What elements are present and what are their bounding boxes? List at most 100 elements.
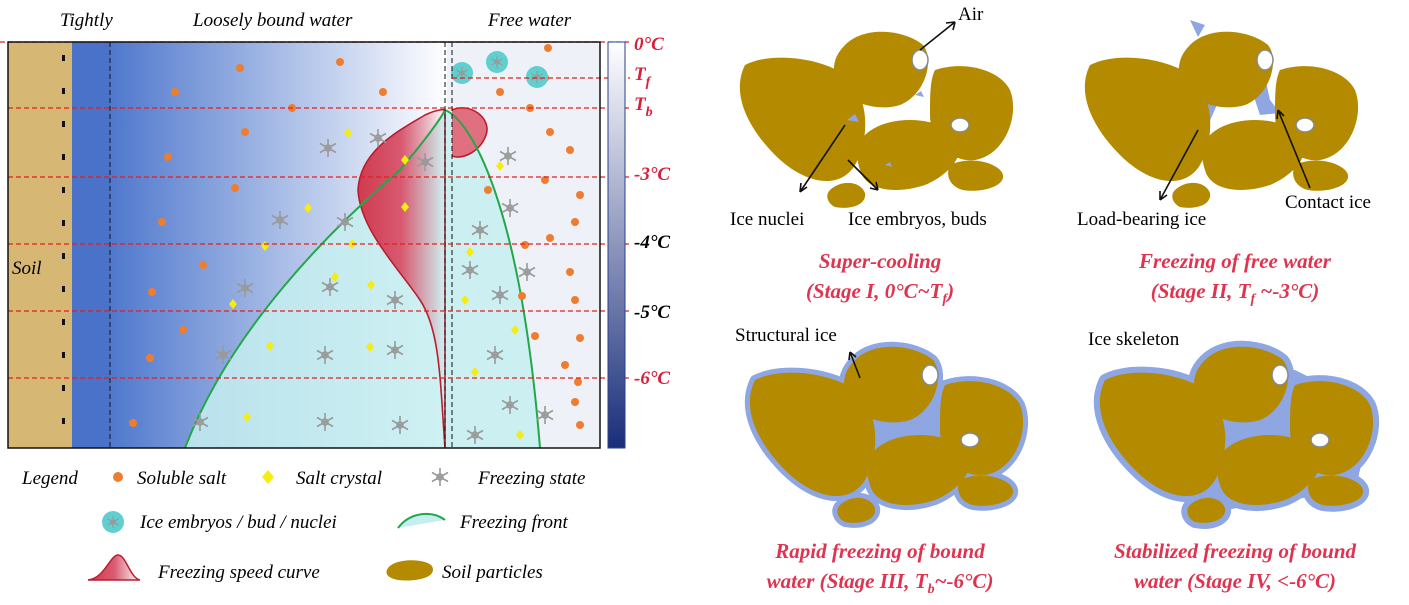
particles-layer	[62, 44, 584, 445]
soluble-salt	[379, 88, 387, 96]
stage-title: Stabilized freezing of bound	[1114, 539, 1357, 563]
stage-2-particles	[1084, 20, 1359, 208]
soil-tick	[62, 319, 65, 325]
subtitle-part: water (Stage III, T	[767, 569, 929, 593]
freezing-front	[184, 108, 541, 449]
soluble-salt	[576, 191, 584, 199]
profile	[0, 41, 630, 449]
temp-label: Tf	[634, 64, 652, 90]
soluble-salt	[574, 378, 582, 386]
stage-1-arrows	[799, 21, 956, 193]
stage-2-arrows	[1159, 109, 1311, 201]
profile-frame	[7, 41, 601, 449]
temp-label: -5°C	[634, 302, 670, 323]
subtitle-sub: f	[1250, 292, 1256, 307]
frozen-zone	[185, 110, 540, 448]
soluble-salt	[546, 234, 554, 242]
salt-crystal	[243, 412, 251, 422]
zone-label: Loosely bound water	[192, 10, 353, 31]
legend-swatch	[262, 470, 274, 484]
soluble-salt	[521, 241, 529, 249]
soil-tick	[62, 385, 65, 391]
soluble-salt	[129, 419, 137, 427]
salt-crystal	[367, 280, 375, 290]
soluble-salt	[336, 58, 344, 66]
shape	[1159, 129, 1199, 201]
stage-subtitle: (Stage I, 0°C~Tf)	[806, 279, 954, 307]
soil-label: Soil	[12, 258, 42, 279]
callout: Load-bearing ice	[1077, 209, 1206, 230]
legend: Legend Soluble salt Salt crystal Freezin…	[21, 467, 585, 583]
stage-subtitle: water (Stage III, Tb~-6°C)	[767, 569, 994, 597]
subtitle-part: (Stage II, T	[1151, 279, 1252, 303]
soluble-salt	[566, 146, 574, 154]
legend-swatch	[431, 467, 449, 487]
soluble-salt	[561, 361, 569, 369]
soil-tick	[62, 154, 65, 160]
temp-symbol: T	[634, 94, 647, 115]
soluble-salt	[496, 88, 504, 96]
subtitle-part: water (Stage IV, <-6°C)	[1134, 569, 1336, 593]
legend-swatch	[113, 472, 123, 482]
legend-label: Salt crystal	[296, 468, 382, 489]
callout: Air	[958, 4, 984, 25]
temp-label: Tb	[634, 94, 653, 120]
salt-crystal	[466, 247, 474, 257]
legend-swatch	[386, 560, 433, 581]
salt-crystal	[496, 161, 504, 171]
soil-strip	[8, 42, 72, 448]
subtitle-part: ~-3°C)	[1255, 279, 1319, 303]
soluble-salt	[484, 186, 492, 194]
salt-crystal	[461, 295, 469, 305]
soil-tick	[62, 88, 65, 94]
soluble-salt	[566, 268, 574, 276]
zone-label: Free water	[487, 10, 572, 31]
stage-1-particles	[739, 31, 1014, 208]
temp-label: -3°C	[634, 164, 670, 185]
soluble-salt	[236, 64, 244, 72]
soluble-salt	[241, 128, 249, 136]
callout: Ice skeleton	[1088, 329, 1180, 350]
salt-crystal	[401, 155, 409, 165]
soluble-salt	[541, 176, 549, 184]
legend-swatch	[397, 512, 446, 529]
legend-label: Freezing state	[477, 468, 585, 489]
legend-title: Legend	[21, 468, 78, 489]
stage-subtitle: (Stage II, Tf ~-3°C)	[1151, 279, 1320, 307]
legend-label: Freezing speed curve	[157, 562, 320, 583]
temp-label: 0°C	[634, 34, 664, 55]
salt-crystal	[471, 367, 479, 377]
legend-label: Soil particles	[442, 562, 543, 583]
temp-label: -6°C	[634, 368, 670, 389]
soil-tick	[62, 220, 65, 226]
soluble-salt	[171, 88, 179, 96]
soluble-salt	[531, 332, 539, 340]
legend-label: Ice embryos / bud / nuclei	[139, 512, 337, 533]
stage-title: Super-cooling	[819, 249, 942, 273]
callout: Structural ice	[735, 325, 837, 346]
stage-title: Rapid freezing of bound	[774, 539, 985, 563]
subtitle-part: ~-6°C)	[935, 569, 994, 593]
shape	[1276, 109, 1311, 189]
tight-water	[72, 42, 110, 448]
legend-label: Freezing front	[459, 512, 569, 533]
temperature-bar	[607, 41, 626, 449]
stage-3-particles	[750, 347, 1023, 523]
soluble-salt	[231, 184, 239, 192]
soil-tick	[62, 418, 65, 424]
soluble-salt	[199, 261, 207, 269]
shape	[799, 124, 846, 193]
soluble-salt	[164, 153, 172, 161]
salt-crystal	[304, 203, 312, 213]
salt-crystal	[266, 341, 274, 351]
subtitle-sub: f	[942, 292, 948, 307]
salt-crystal	[331, 272, 339, 282]
soluble-salt	[571, 296, 579, 304]
stage-title: Freezing of free water	[1138, 249, 1332, 273]
legend-label: Soluble salt	[137, 468, 227, 489]
temp-label: -4°C	[634, 232, 670, 253]
shape	[739, 31, 1014, 208]
soluble-salt	[146, 354, 154, 362]
soluble-salt	[576, 334, 584, 342]
